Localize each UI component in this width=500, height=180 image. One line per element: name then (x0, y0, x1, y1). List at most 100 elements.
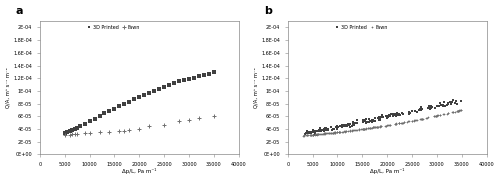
3D Printed (338, 125, 345, 128)
Fawn (410, 119, 418, 122)
3D Printed (436, 102, 444, 105)
3D Printed (136, 96, 143, 99)
3D Printed (200, 74, 208, 76)
Fawn (86, 132, 94, 135)
Fawn (436, 113, 444, 116)
Fawn (376, 125, 384, 128)
3D Printed (442, 105, 450, 107)
Fawn (335, 130, 343, 133)
3D Printed (390, 113, 398, 116)
Fawn (392, 122, 400, 125)
3D Printed (324, 128, 332, 130)
3D Printed (428, 106, 436, 109)
3D Printed (341, 124, 349, 127)
Fawn (456, 109, 464, 112)
Fawn (185, 118, 193, 121)
Fawn (392, 122, 400, 125)
Fawn (364, 127, 372, 130)
Fawn (210, 115, 218, 118)
3D Printed (436, 104, 444, 107)
Fawn (342, 130, 350, 133)
3D Printed (370, 120, 378, 123)
3D Printed (452, 100, 460, 103)
3D Printed (382, 114, 390, 117)
Fawn (443, 112, 451, 115)
3D Printed (140, 93, 148, 96)
Fawn (350, 129, 358, 132)
3D Printed (328, 125, 336, 128)
Fawn (336, 130, 344, 133)
Fawn (370, 126, 378, 129)
Fawn (331, 131, 339, 134)
Fawn (350, 129, 358, 132)
3D Printed (366, 120, 374, 123)
3D Printed (430, 107, 438, 110)
Fawn (360, 127, 368, 130)
3D Printed (314, 129, 322, 132)
Fawn (370, 126, 378, 129)
3D Printed (350, 121, 358, 124)
3D Printed (417, 106, 425, 109)
3D Printed (361, 119, 369, 122)
Y-axis label: Q/A, m³ s⁻¹ m⁻²: Q/A, m³ s⁻¹ m⁻² (6, 67, 10, 108)
3D Printed (320, 129, 328, 131)
Fawn (195, 117, 203, 120)
3D Printed (416, 108, 424, 111)
3D Printed (310, 130, 318, 133)
3D Printed (382, 114, 390, 117)
Fawn (309, 134, 317, 136)
3D Printed (305, 131, 313, 134)
3D Printed (126, 100, 134, 103)
3D Printed (364, 121, 372, 123)
3D Printed (343, 125, 351, 127)
Fawn (352, 128, 360, 131)
3D Printed (340, 123, 348, 126)
Fawn (324, 132, 332, 134)
Fawn (325, 132, 333, 134)
3D Printed (329, 128, 337, 131)
Fawn (96, 131, 104, 134)
3D Printed (301, 133, 309, 136)
Fawn (432, 114, 440, 117)
Fawn (346, 129, 354, 132)
3D Printed (334, 125, 342, 128)
3D Printed (383, 116, 391, 119)
3D Printed (413, 111, 421, 114)
3D Printed (376, 118, 384, 121)
3D Printed (155, 88, 163, 91)
Fawn (303, 134, 311, 136)
3D Printed (363, 121, 371, 124)
3D Printed (68, 129, 76, 132)
3D Printed (376, 116, 384, 119)
3D Printed (354, 122, 362, 124)
Fawn (328, 131, 336, 134)
3D Printed (392, 112, 400, 115)
3D Printed (426, 104, 434, 107)
Fawn (328, 131, 336, 134)
Fawn (333, 131, 341, 134)
3D Printed (424, 107, 432, 109)
Fawn (448, 111, 456, 114)
3D Printed (96, 114, 104, 117)
Fawn (309, 133, 317, 136)
Fawn (448, 111, 456, 114)
3D Printed (100, 112, 108, 115)
Fawn (311, 133, 319, 136)
3D Printed (328, 128, 336, 131)
Y-axis label: Q/A, m³ s⁻¹ m⁻²: Q/A, m³ s⁻¹ m⁻² (254, 67, 258, 108)
Fawn (302, 134, 310, 137)
3D Printed (348, 124, 356, 127)
Fawn (320, 132, 328, 135)
Fawn (307, 134, 315, 136)
3D Printed (451, 101, 459, 104)
Fawn (303, 134, 311, 136)
Fawn (383, 124, 391, 127)
3D Printed (150, 89, 158, 92)
Fawn (394, 122, 402, 125)
Fawn (313, 133, 321, 136)
Fawn (359, 127, 367, 130)
Fawn (352, 129, 360, 131)
3D Printed (398, 111, 406, 114)
3D Printed (308, 130, 316, 133)
3D Printed (80, 123, 88, 125)
